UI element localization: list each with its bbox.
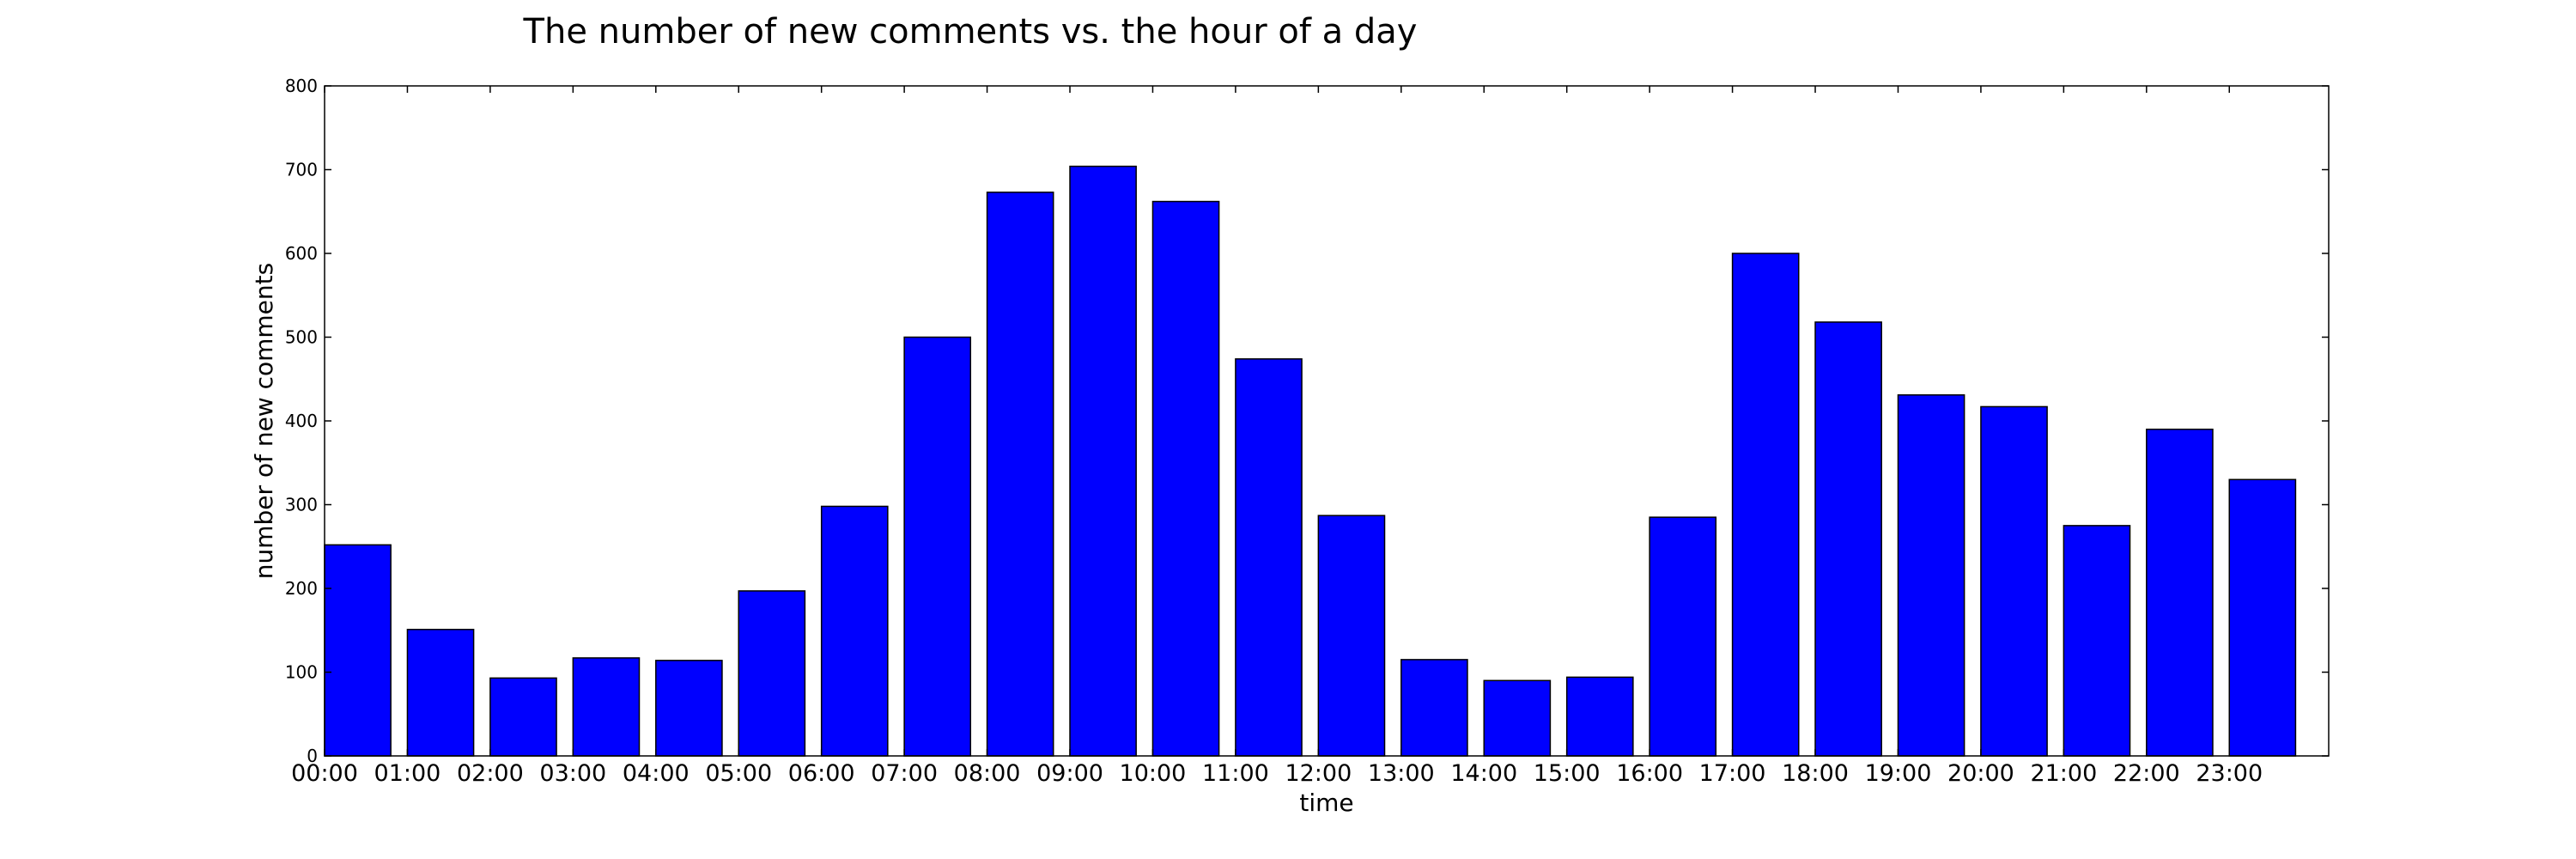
bar-0300	[572, 657, 641, 757]
bar-2300	[2228, 478, 2297, 757]
y-tick-label: 400	[285, 411, 318, 431]
bars-group	[324, 165, 2297, 757]
ticks-group: 00:00 01:00 02:00 03:00 04:00 05:00 06:00 07:00…	[285, 76, 2329, 787]
bar-1700	[1731, 253, 1800, 757]
x-tick-label: 04:00	[623, 760, 690, 787]
x-tick-label: 00:00	[291, 760, 358, 787]
bar-1000	[1151, 200, 1220, 757]
bar-0700	[903, 336, 972, 757]
x-tick-label: 09:00	[1036, 760, 1103, 787]
y-axis-label: number of new comments	[250, 263, 278, 579]
y-tick-label: 200	[285, 578, 318, 599]
x-tick-label: 07:00	[871, 760, 938, 787]
x-tick-label: 01:00	[374, 760, 441, 787]
bar-1200	[1317, 515, 1386, 757]
x-axis-label: time	[1299, 789, 1353, 817]
x-tick-label: 19:00	[1865, 760, 1932, 787]
x-tick-label: 14:00	[1450, 760, 1517, 787]
y-tick-label: 300	[285, 495, 318, 515]
x-tick-label: 17:00	[1699, 760, 1766, 787]
y-tick-label: 0	[307, 746, 318, 766]
bar-2200	[2146, 429, 2214, 757]
x-tick-label: 02:00	[457, 760, 524, 787]
x-tick-label: 16:00	[1616, 760, 1683, 787]
bar-2100	[2063, 525, 2131, 757]
bar-0100	[406, 629, 475, 757]
x-tick-label: 18:00	[1782, 760, 1849, 787]
x-tick-label: 08:00	[954, 760, 1021, 787]
chart-title: The number of new comments vs. the hour …	[523, 12, 1418, 52]
x-tick-label: 11:00	[1202, 760, 1269, 787]
x-tick-label: 10:00	[1120, 760, 1187, 787]
x-tick-label: 20:00	[1947, 760, 2014, 787]
bar-1100	[1235, 358, 1303, 757]
bar-0400	[655, 660, 723, 757]
bar-1400	[1483, 679, 1552, 757]
bar-0800	[986, 192, 1054, 757]
bar-2000	[1980, 405, 2048, 757]
y-tick-label: 800	[285, 76, 318, 96]
x-tick-label: 03:00	[539, 760, 606, 787]
bar-0000	[324, 544, 392, 757]
x-tick-label: 21:00	[2030, 760, 2097, 787]
bar-0600	[820, 505, 889, 757]
y-tick-label: 700	[285, 160, 318, 180]
bar-1300	[1400, 659, 1468, 757]
bar-1900	[1897, 394, 1965, 757]
bar-0200	[489, 677, 557, 757]
bar-0500	[738, 590, 806, 757]
x-tick-label: 05:00	[705, 760, 772, 787]
y-tick-label: 100	[285, 662, 318, 683]
x-tick-label: 06:00	[788, 760, 855, 787]
y-tick-label: 500	[285, 327, 318, 348]
bar-1500	[1565, 676, 1634, 757]
bar-0900	[1069, 165, 1137, 757]
x-tick-label: 12:00	[1285, 760, 1352, 787]
bar-1600	[1649, 516, 1717, 757]
bar-1800	[1814, 321, 1882, 757]
x-tick-label: 23:00	[2196, 760, 2263, 787]
x-tick-label: 13:00	[1368, 760, 1435, 787]
x-tick-label: 15:00	[1534, 760, 1601, 787]
y-tick-label: 600	[285, 243, 318, 264]
plot-frame	[324, 85, 2330, 757]
x-tick-label: 22:00	[2113, 760, 2180, 787]
